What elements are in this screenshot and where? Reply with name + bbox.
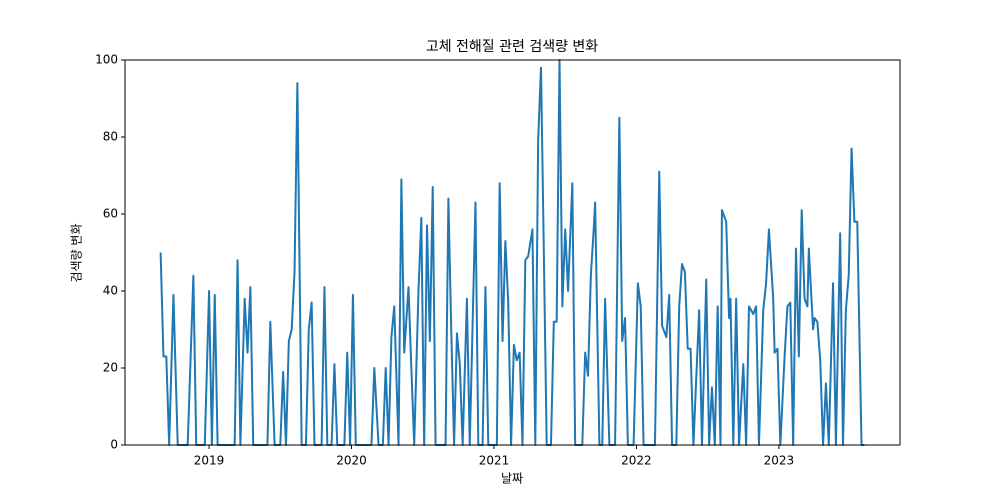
- x-axis-label: 날짜: [501, 472, 523, 486]
- x-tick-label: 2021: [479, 454, 510, 468]
- plot-frame: [124, 59, 901, 446]
- y-tick-label: 40: [103, 284, 118, 298]
- y-tick-label: 0: [110, 438, 118, 452]
- y-tick-label: 20: [103, 361, 118, 375]
- y-tick-label: 80: [103, 130, 118, 144]
- data-line: [159, 59, 865, 446]
- y-axis-label: 검색량 변화: [70, 223, 84, 282]
- y-tick-label: 100: [95, 53, 118, 67]
- x-tick-label: 2023: [764, 454, 795, 468]
- x-tick-label: 2022: [621, 454, 652, 468]
- x-tick-label: 2020: [336, 454, 367, 468]
- y-tick-label: 60: [103, 207, 118, 221]
- x-tick-label: 2019: [194, 454, 225, 468]
- chart-title: 고체 전해질 관련 검색량 변화: [426, 39, 598, 55]
